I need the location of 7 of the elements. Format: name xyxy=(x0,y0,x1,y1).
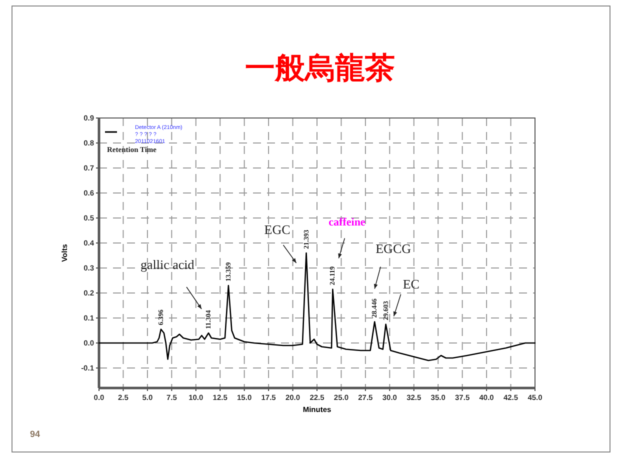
annotation: caffeine xyxy=(328,216,366,228)
annotation: EGCG xyxy=(376,240,411,256)
text: 94 xyxy=(30,429,40,439)
annotation: EC xyxy=(402,276,420,292)
annotation: gallic acid xyxy=(140,257,195,272)
annotation: EGC xyxy=(264,222,290,237)
chart-title: 一般烏龍茶 xyxy=(245,52,395,85)
